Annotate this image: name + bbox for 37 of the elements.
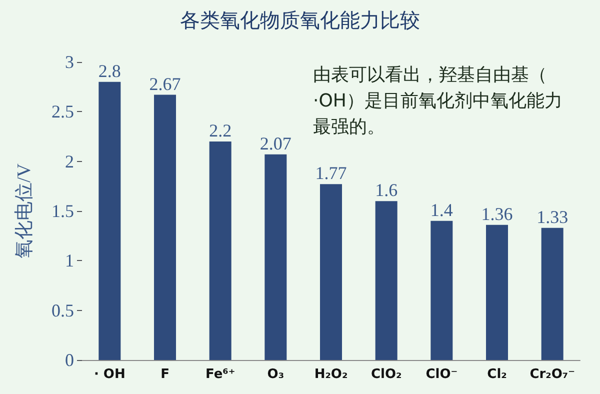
bar [209, 141, 232, 360]
y-tick-label: 3 [65, 52, 74, 72]
x-tick-label: H₂O₂ [314, 367, 348, 382]
bar [320, 184, 342, 360]
x-tick-label: Cr₂O₇⁻ [530, 367, 575, 382]
y-axis-title: 氧化电位/V [14, 163, 35, 258]
data-label: 1.77 [315, 163, 347, 184]
data-label: 2.67 [149, 74, 181, 94]
bar [264, 154, 287, 360]
data-label: 1.33 [536, 206, 568, 227]
bar [98, 82, 121, 360]
annotation: 由表可以看出，羟基自由基（·OH）是目前氧化剂中氧化能力最强的。 [313, 64, 562, 138]
y-tick-label: 1.5 [52, 201, 74, 221]
y-tick-label: 1 [65, 250, 74, 271]
data-label: 2.8 [98, 60, 121, 81]
data-label: 1.6 [375, 180, 398, 200]
x-tick-label: F [160, 367, 170, 382]
y-tick-label: 0.5 [52, 300, 74, 320]
x-tick-label: O₃ [267, 367, 284, 382]
y-tick-label: 2.5 [52, 102, 74, 122]
x-tick-label: ClO⁻ [426, 367, 458, 382]
y-tick-label: 2 [65, 151, 74, 172]
x-tick-label: Cl₂ [487, 367, 507, 382]
bar [541, 228, 564, 360]
bar [486, 224, 508, 360]
chart-title: 各类氧化物质氧化能力比较 [180, 10, 420, 32]
bar [375, 201, 398, 360]
x-tick-label: Fe⁶⁺ [205, 367, 236, 382]
data-label: 1.36 [481, 204, 513, 224]
data-label: 2.07 [260, 133, 292, 154]
bar [154, 94, 176, 360]
data-label: 1.4 [430, 200, 453, 220]
y-tick-label: 0 [65, 350, 74, 370]
x-tick-label: · OH [94, 367, 126, 382]
x-tick-label: ClO₂ [370, 367, 402, 382]
data-label: 2.2 [209, 120, 232, 140]
bar [430, 220, 453, 360]
